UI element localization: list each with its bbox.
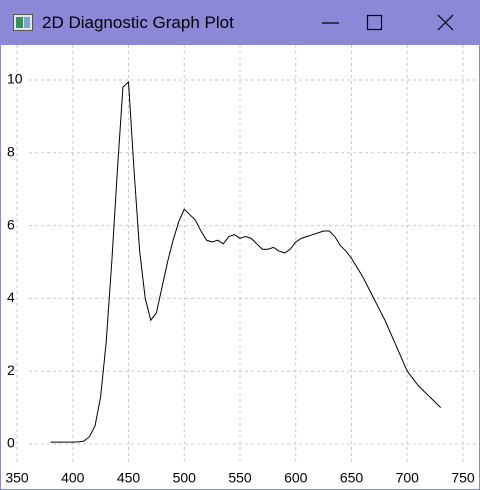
app-icon	[13, 14, 33, 31]
x-tick-label: 500	[173, 470, 197, 486]
x-tick-label: 700	[396, 470, 420, 486]
y-tick-label: 8	[7, 144, 15, 160]
chart: 350 400 450 500 550 600 650 700 750 0 2 4 6 8 10	[5, 45, 479, 486]
x-tick-label: 450	[117, 470, 141, 486]
window-controls	[322, 14, 454, 31]
y-tick-label: 10	[7, 71, 23, 87]
maximize-button[interactable]	[366, 14, 383, 31]
window-title: 2D Diagnostic Graph Plot	[42, 13, 234, 32]
y-tick-label: 2	[7, 362, 15, 378]
x-tick-label: 650	[340, 470, 364, 486]
title-bar: 2D Diagnostic Graph Plot	[1, 1, 479, 45]
x-tick-label: 400	[61, 470, 85, 486]
x-tick-label: 600	[284, 470, 308, 486]
data-line	[50, 80, 442, 443]
x-tick-label: 750	[451, 470, 475, 486]
x-tick-label: 350	[5, 470, 29, 486]
y-tick-label: 4	[7, 289, 15, 305]
y-tick-label: 6	[7, 216, 15, 232]
x-tick-label: 550	[228, 470, 252, 486]
close-button[interactable]	[437, 14, 454, 31]
y-tick-label: 0	[7, 435, 15, 451]
